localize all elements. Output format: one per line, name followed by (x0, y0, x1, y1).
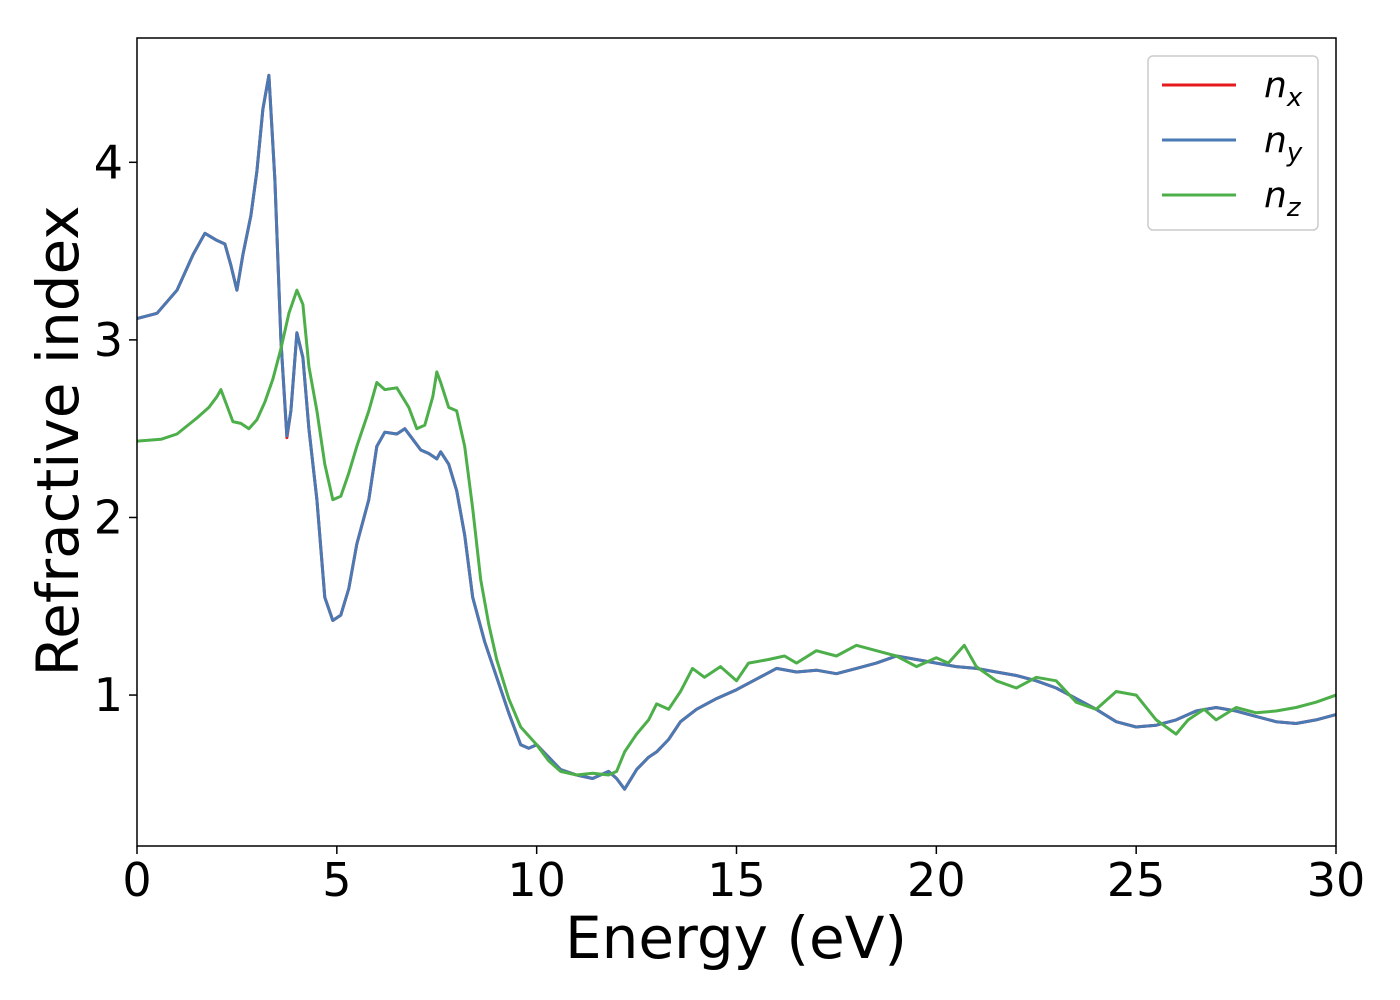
x-tick-label-30: 30 (1307, 853, 1366, 907)
y-tick-label-3: 3 (94, 313, 123, 367)
x-axis-label: Energy (eV) (565, 904, 907, 972)
y-tick-label-2: 2 (94, 490, 123, 544)
y-tick-label-1: 1 (94, 668, 123, 722)
x-tick-label-15: 15 (707, 853, 766, 907)
y-axis-label: Refractive index (24, 205, 92, 676)
plot-area (137, 73, 1336, 791)
x-tick-label-25: 25 (1107, 853, 1166, 907)
axes: 0 5 10 15 20 25 30 1 2 3 4 (94, 37, 1366, 907)
legend-entry-n_z: nz (1264, 175, 1302, 223)
legend-entry-n_y: ny (1264, 120, 1303, 168)
y-tick-label-4: 4 (94, 135, 123, 189)
series-line-n_z (137, 288, 1336, 777)
legend-entry-n_x: nx (1264, 65, 1303, 113)
legend-box (1147, 55, 1319, 231)
x-tick-label-10: 10 (507, 853, 566, 907)
x-tick-label-5: 5 (322, 853, 351, 907)
x-tick-label-20: 20 (907, 853, 966, 907)
series-lines (137, 73, 1336, 791)
legend: nx ny nz (1147, 55, 1319, 231)
x-tick-label-0: 0 (122, 853, 151, 907)
